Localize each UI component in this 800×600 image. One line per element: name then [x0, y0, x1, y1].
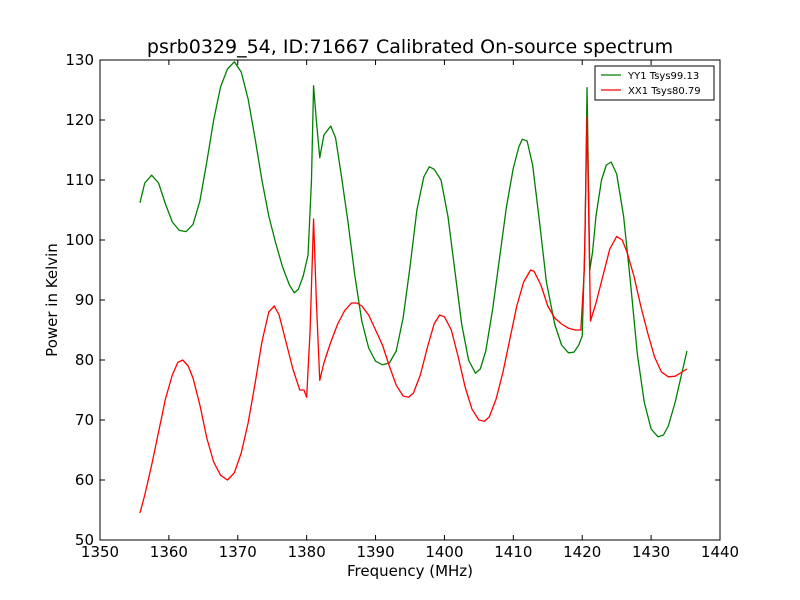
- y-tick-label: 130: [65, 51, 94, 69]
- y-tick-label: 60: [75, 471, 94, 489]
- x-tick-label: 1350: [81, 543, 119, 561]
- x-tick-label: 1410: [494, 543, 532, 561]
- x-tick-label: 1370: [219, 543, 257, 561]
- x-tick-label: 1430: [632, 543, 670, 561]
- y-tick-label: 80: [75, 351, 94, 369]
- x-tick-label: 1400: [425, 543, 463, 561]
- y-tick-label: 120: [65, 111, 94, 129]
- y-tick-label: 110: [65, 171, 94, 189]
- legend-label-1: YY1 Tsys99.13: [627, 71, 699, 82]
- series-line-2: [139, 116, 688, 514]
- x-tick-label: 1390: [356, 543, 394, 561]
- x-axis-title: Frequency (MHz): [347, 562, 473, 580]
- y-tick-label: 100: [65, 231, 94, 249]
- legend-box: [594, 65, 715, 101]
- y-tick-label: 70: [75, 411, 94, 429]
- series-line-1: [139, 61, 688, 438]
- legend-label-2: XX1 Tsys80.79: [628, 86, 701, 97]
- y-tick-label: 90: [75, 291, 94, 309]
- x-tick-label: 1380: [288, 543, 326, 561]
- chart-title: psrb0329_54, ID:71667 Calibrated On-sour…: [147, 36, 673, 58]
- x-tick-label: 1440: [701, 543, 739, 561]
- y-axis-title: Power in Kelvin: [43, 243, 61, 357]
- y-tick-label: 50: [75, 531, 94, 549]
- x-tick-label: 1360: [150, 543, 188, 561]
- legend: YY1 Tsys99.13 XX1 Tsys80.79: [594, 65, 715, 101]
- x-tick-label: 1420: [563, 543, 601, 561]
- plot-area: 1350 1360 1370 1380 1390 1400 1410 1420 1430 1440…: [65, 51, 739, 561]
